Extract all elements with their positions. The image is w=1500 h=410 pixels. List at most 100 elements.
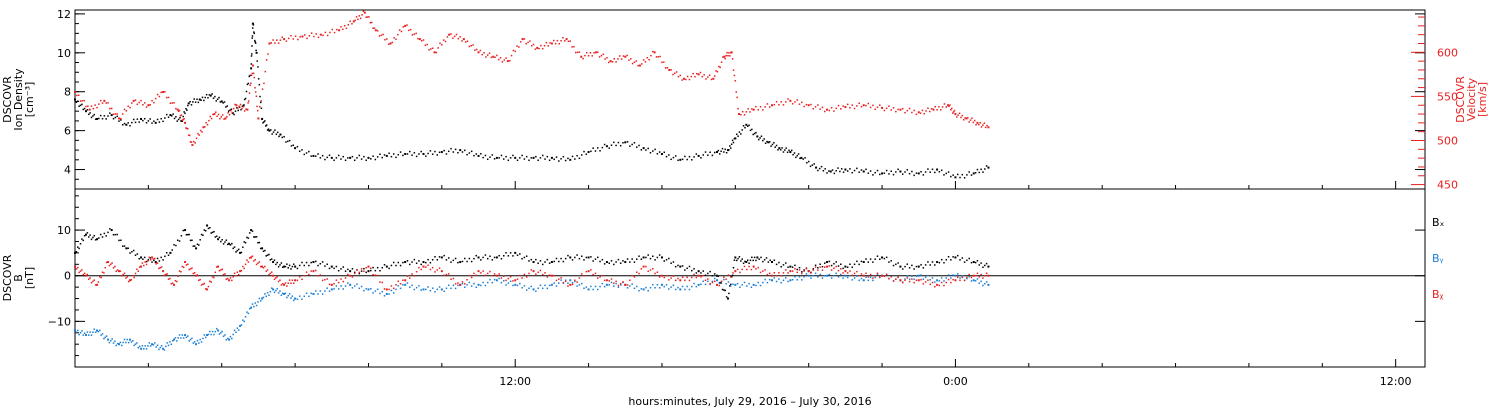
data-point-fill: [619, 262, 622, 264]
data-point-fill: [758, 258, 760, 260]
right-tick-label: 550: [1437, 90, 1458, 103]
data-point-fill: [707, 280, 709, 283]
data-point-fill: [794, 101, 796, 103]
data-point: [987, 274, 990, 277]
data-point-fill: [461, 282, 464, 285]
data-point-fill: [337, 269, 340, 272]
data-point-fill: [393, 37, 395, 39]
data-point-fill: [241, 105, 244, 108]
data-point: [169, 251, 172, 254]
data-point-fill: [982, 171, 984, 173]
data-point: [459, 261, 462, 264]
data-point: [771, 279, 774, 282]
data-point-fill: [211, 330, 214, 333]
data-point-fill: [232, 276, 234, 278]
data-point-fill: [567, 254, 569, 257]
data-point-fill: [411, 284, 413, 287]
data-point-fill: [305, 261, 308, 264]
data-point-fill: [803, 105, 805, 108]
data-point-fill: [491, 154, 494, 156]
data-point: [162, 270, 165, 273]
data-point: [624, 55, 627, 58]
data-point-fill: [961, 114, 964, 117]
data-point-fill: [837, 265, 840, 267]
data-point-fill: [544, 284, 546, 287]
data-point: [550, 274, 553, 277]
data-point-fill: [787, 98, 789, 100]
data-point-fill: [237, 107, 239, 109]
data-point-fill: [503, 59, 505, 61]
data-point-fill: [120, 119, 122, 121]
data-point-fill: [718, 282, 721, 285]
data-point-fill: [418, 260, 420, 262]
data-point-fill: [610, 278, 613, 280]
data-point-fill: [158, 260, 161, 262]
data-point: [202, 126, 205, 129]
data-point: [947, 104, 950, 107]
data-point-fill: [720, 61, 723, 63]
data-point-fill: [892, 264, 895, 267]
data-point-fill: [741, 258, 743, 260]
data-point: [605, 283, 608, 286]
data-point-fill: [831, 169, 834, 171]
data-point-fill: [560, 257, 562, 260]
data-point-fill: [695, 285, 698, 288]
data-point-fill: [136, 342, 138, 344]
data-point-fill: [537, 287, 539, 290]
data-point: [330, 288, 333, 291]
data-point-fill: [915, 265, 918, 268]
data-point-fill: [381, 266, 383, 269]
data-point-fill: [431, 266, 434, 269]
data-point-fill: [793, 152, 796, 154]
data-point-fill: [395, 288, 397, 291]
data-point-fill: [180, 235, 183, 237]
data-point: [294, 265, 297, 268]
data-point-fill: [452, 284, 455, 287]
data-point-fill: [874, 108, 876, 111]
data-point-fill: [780, 281, 782, 284]
data-point-fill: [255, 236, 258, 238]
x-tick-label: 12:00: [1380, 375, 1412, 388]
data-point-fill: [298, 264, 301, 267]
data-point-fill: [823, 274, 826, 277]
data-point: [844, 265, 847, 268]
data-point-fill: [976, 168, 979, 171]
data-point-fill: [254, 91, 257, 93]
data-point: [789, 151, 792, 154]
data-point-fill: [193, 140, 195, 143]
data-point-fill: [774, 146, 776, 148]
data-point-fill: [269, 272, 272, 275]
data-point-fill: [968, 273, 970, 276]
data-point-fill: [921, 109, 924, 112]
data-point-fill: [684, 279, 686, 282]
data-point-fill: [265, 125, 267, 127]
data-point-fill: [324, 290, 326, 292]
data-point-fill: [686, 276, 688, 279]
data-point-fill: [182, 337, 185, 339]
data-point-fill: [984, 282, 986, 285]
data-point-fill: [821, 106, 824, 109]
data-point: [954, 256, 957, 259]
data-point-fill: [924, 281, 927, 283]
data-point-fill: [976, 272, 979, 275]
data-point-fill: [500, 277, 503, 279]
data-point-fill: [93, 113, 96, 116]
data-point: [330, 265, 333, 268]
data-point-fill: [699, 71, 702, 74]
data-point-fill: [251, 37, 253, 39]
data-point-fill: [594, 258, 597, 260]
data-point-fill: [222, 102, 224, 104]
data-point-fill: [82, 239, 85, 242]
data-point-fill: [888, 173, 890, 175]
data-point-fill: [617, 141, 620, 144]
data-point-fill: [693, 268, 695, 270]
data-point-fill: [597, 256, 599, 259]
data-point-fill: [892, 280, 895, 282]
data-point-fill: [147, 260, 149, 262]
data-point-fill: [189, 268, 192, 270]
data-point-fill: [525, 276, 528, 278]
data-point-fill: [176, 120, 179, 122]
data-point-fill: [686, 158, 688, 161]
data-point-fill: [258, 297, 261, 300]
data-point-fill: [81, 330, 83, 332]
